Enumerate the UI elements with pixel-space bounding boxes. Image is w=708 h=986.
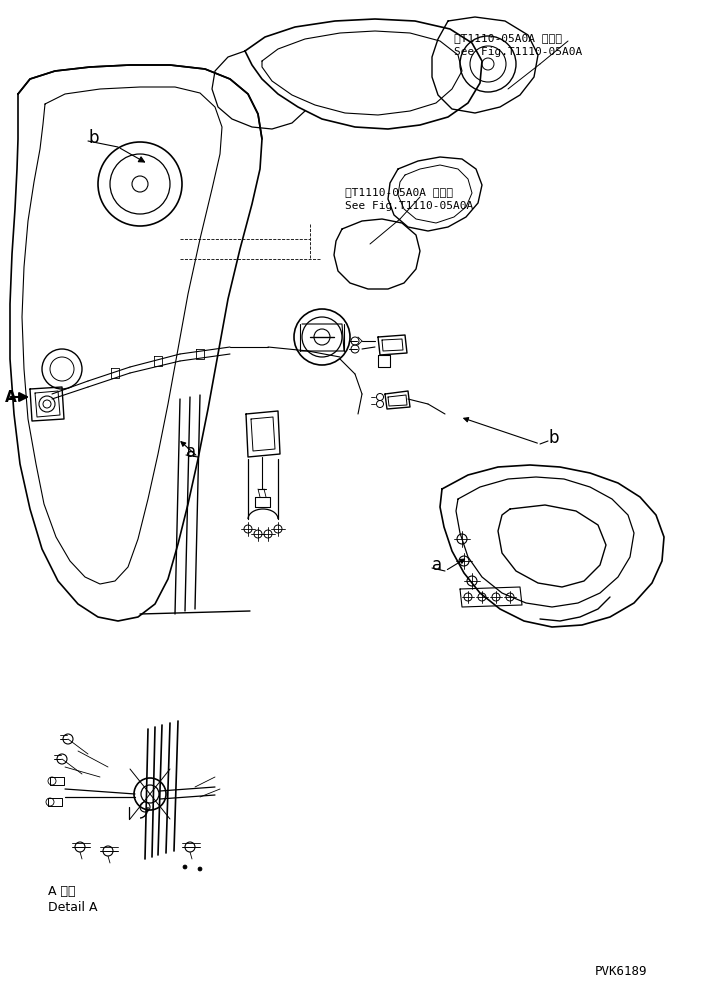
Text: See Fig.T1110-05A0A: See Fig.T1110-05A0A bbox=[345, 201, 473, 211]
Text: a: a bbox=[186, 443, 196, 460]
Text: A: A bbox=[5, 390, 17, 405]
Text: b: b bbox=[88, 129, 98, 147]
Text: 第T1110-05A0A 図参照: 第T1110-05A0A 図参照 bbox=[454, 33, 562, 43]
Circle shape bbox=[132, 176, 148, 193]
Text: 第T1110-05A0A 図参照: 第T1110-05A0A 図参照 bbox=[345, 186, 453, 197]
Text: Detail A: Detail A bbox=[48, 900, 98, 914]
Text: a: a bbox=[432, 555, 442, 574]
Text: b: b bbox=[548, 429, 559, 447]
Text: PVK6189: PVK6189 bbox=[595, 964, 648, 977]
Circle shape bbox=[198, 867, 202, 871]
Text: See Fig.T1110-05A0A: See Fig.T1110-05A0A bbox=[454, 47, 582, 57]
Text: A 詳細: A 詳細 bbox=[48, 884, 76, 897]
Circle shape bbox=[183, 865, 187, 869]
Circle shape bbox=[314, 329, 330, 346]
